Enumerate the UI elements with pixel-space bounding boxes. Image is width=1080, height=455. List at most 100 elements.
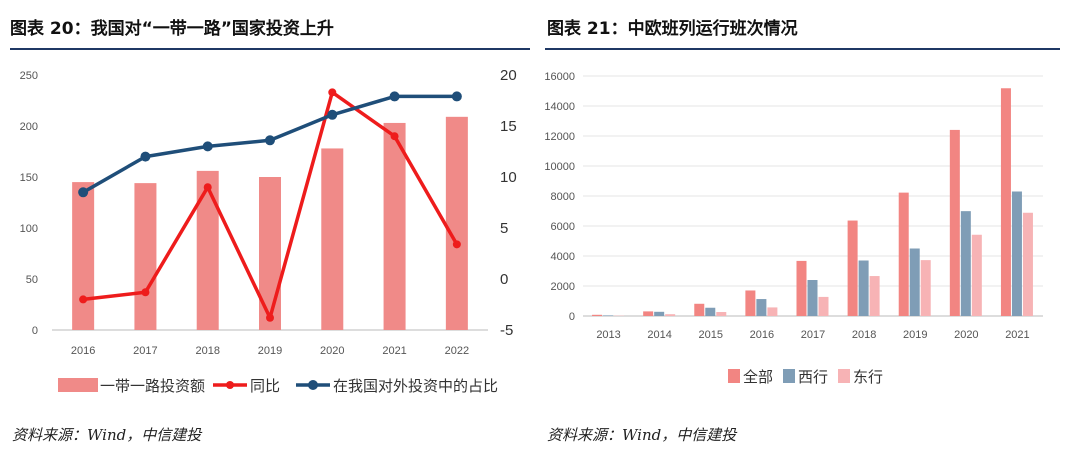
y-tick-label: 200	[20, 121, 38, 133]
x-tick-label: 2017	[801, 329, 825, 341]
legend-marker-yoy	[226, 381, 234, 389]
bar-total	[694, 303, 705, 316]
bar-investment	[259, 177, 281, 330]
bar-east	[716, 312, 727, 316]
share-point	[140, 151, 151, 162]
y-tick-label: 8000	[551, 191, 575, 203]
yoy-point	[141, 288, 150, 297]
legend-swatch-total	[728, 369, 740, 383]
bar-total	[796, 260, 807, 316]
x-tick-label: 2020	[320, 345, 344, 357]
y-tick-label: 12000	[544, 131, 575, 143]
bar-investment	[72, 182, 95, 330]
bar-east	[920, 260, 931, 316]
bar-west	[960, 211, 971, 316]
bar-total	[592, 314, 603, 316]
left-title-rule	[10, 48, 530, 50]
share-point	[78, 187, 89, 198]
right-chart-source: 资料来源：Wind，中信建投	[547, 426, 737, 444]
left-chart-source: 资料来源：Wind，中信建投	[12, 426, 202, 444]
left-chart-svg: 0 50 100 150 200 250 -5 0 5 10 15 20 2016 2017 2018 201…	[20, 67, 517, 395]
x-tick-label: 2014	[647, 329, 671, 341]
share-point	[451, 91, 462, 102]
legend-label-share: 在我国对外投资中的占比	[333, 377, 498, 395]
bar-west	[909, 248, 920, 316]
y-tick-label: 150	[20, 172, 38, 184]
bar-east	[767, 307, 778, 316]
y-tick-label: 16000	[544, 71, 575, 83]
legend-label-total: 全部	[743, 368, 773, 386]
bar-west	[654, 311, 665, 316]
bar-east	[971, 234, 982, 316]
x-tick-label: 2021	[1005, 329, 1029, 341]
y2-tick-label: 15	[500, 118, 517, 135]
y2-tick-label: 0	[500, 271, 508, 288]
bar-east	[1022, 212, 1033, 316]
yoy-point	[390, 132, 399, 141]
x-tick-label: 2017	[133, 345, 157, 357]
yoy-point	[203, 183, 212, 192]
yoy-point	[328, 88, 337, 97]
legend-label-east: 东行	[853, 368, 883, 386]
y-tick-label: 14000	[544, 101, 575, 113]
x-tick-label: 2019	[903, 329, 927, 341]
x-tick-label: 2018	[852, 329, 876, 341]
x-tick-label: 2019	[258, 345, 282, 357]
legend-label-west: 西行	[798, 368, 828, 386]
x-tick-label: 2016	[71, 345, 95, 357]
bar-west	[603, 315, 614, 316]
bar-total	[847, 220, 858, 316]
bar-total	[745, 290, 756, 316]
bar-investment	[134, 183, 157, 330]
yoy-point	[79, 295, 88, 304]
bar-west	[858, 260, 869, 316]
bar-east	[869, 276, 880, 316]
bar-east	[818, 296, 829, 316]
y-tick-label: 2000	[551, 281, 575, 293]
bar-total	[898, 192, 909, 316]
y-tick-label: 0	[569, 311, 575, 323]
legend-label-investment: 一带一路投资额	[100, 377, 205, 395]
bar-total	[949, 129, 960, 316]
right-title-rule	[545, 48, 1060, 50]
right-chart-svg: 0 2000 4000 6000 8000 10000 12000 14000 16000 201…	[544, 71, 1043, 386]
share-point	[202, 141, 213, 152]
right-chart-panel: 图表 21：中欧班列运行班次情况 0 2000 4000 6000 8000 10000 1…	[544, 0, 1080, 455]
y-tick-label: 0	[32, 325, 38, 337]
bar-investment	[196, 170, 219, 330]
y-tick-label: 50	[26, 274, 38, 286]
share-point	[327, 109, 338, 120]
bar-west	[756, 299, 767, 316]
legend-marker-share	[308, 380, 318, 390]
right-chart-title: 图表 21：中欧班列运行班次情况	[547, 19, 798, 39]
y2-tick-label: 20	[500, 67, 517, 84]
share-point	[389, 91, 400, 102]
bar-east	[665, 314, 676, 316]
x-tick-label: 2021	[382, 345, 406, 357]
bar-west	[705, 307, 716, 316]
x-tick-label: 2020	[954, 329, 978, 341]
share-point	[265, 135, 275, 146]
bar-west	[1011, 191, 1022, 316]
x-tick-label: 2013	[596, 329, 620, 341]
yoy-point	[452, 240, 461, 249]
yoy-point	[266, 313, 274, 322]
y2-tick-label: 10	[500, 169, 517, 186]
y-tick-label: 6000	[551, 221, 575, 233]
bar-total	[1000, 88, 1011, 316]
y-tick-label: 250	[20, 70, 38, 82]
bar-total	[643, 311, 654, 316]
y-tick-label: 100	[20, 223, 38, 235]
legend-swatch-investment	[58, 378, 98, 392]
y2-tick-label: 5	[500, 220, 508, 237]
bar-west	[807, 280, 818, 316]
bar-investment	[383, 122, 406, 330]
legend-swatch-west	[783, 369, 795, 383]
bar-investment	[445, 116, 468, 330]
legend-swatch-east	[838, 369, 850, 383]
x-tick-label: 2015	[699, 329, 723, 341]
x-tick-label: 2018	[195, 345, 219, 357]
x-tick-label: 2016	[750, 329, 774, 341]
bar-investment	[321, 148, 344, 330]
y-tick-label: 4000	[551, 251, 575, 263]
